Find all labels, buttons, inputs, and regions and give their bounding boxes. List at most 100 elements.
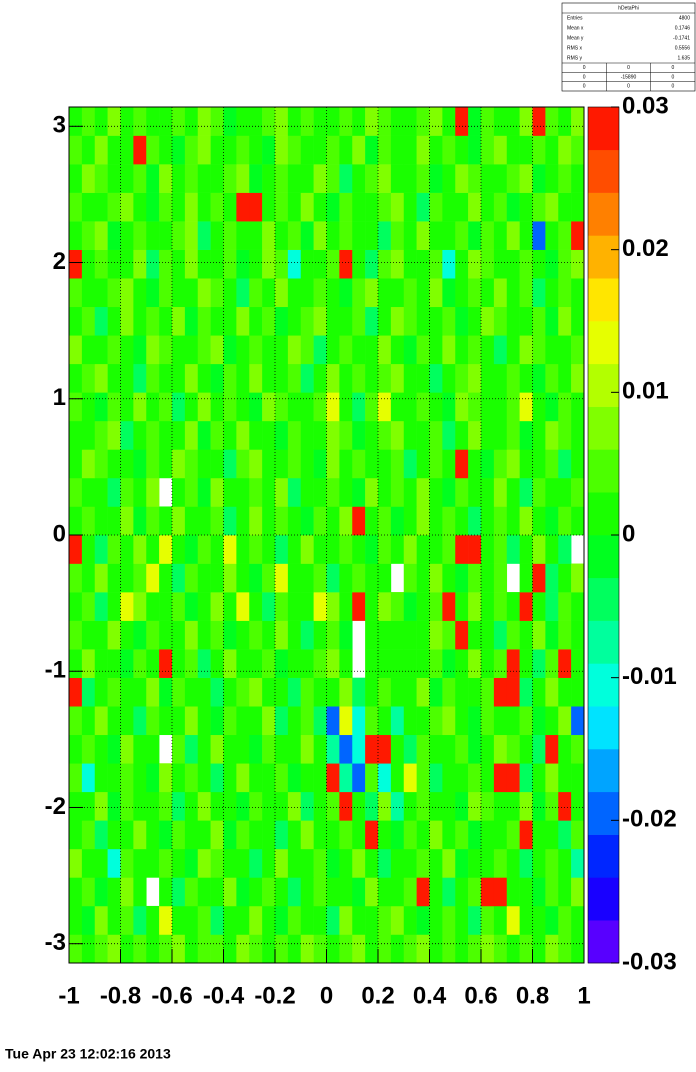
cell xyxy=(468,848,482,878)
cell xyxy=(545,620,559,650)
x-tick-label: -0.4 xyxy=(203,982,245,1009)
cell xyxy=(519,677,533,707)
cell xyxy=(429,107,443,136)
cell xyxy=(197,363,211,393)
cell xyxy=(210,706,224,736)
cell xyxy=(493,677,508,707)
cell xyxy=(481,848,495,878)
cell xyxy=(481,363,495,393)
cell xyxy=(236,221,250,250)
cell xyxy=(184,763,199,793)
cell xyxy=(506,278,520,308)
cell xyxy=(133,563,147,593)
cell xyxy=(223,820,237,850)
cell xyxy=(326,649,340,678)
cell xyxy=(403,221,417,250)
cell xyxy=(493,135,508,165)
cell xyxy=(146,192,160,222)
x-tick-label: 0.2 xyxy=(361,982,394,1009)
cell xyxy=(94,192,108,222)
cell xyxy=(120,192,134,222)
cell xyxy=(69,335,83,365)
cell xyxy=(416,420,430,450)
cell xyxy=(287,677,302,707)
cell xyxy=(300,249,314,279)
cell xyxy=(262,221,276,250)
cell xyxy=(326,905,340,935)
cell xyxy=(172,734,186,764)
cell xyxy=(133,706,147,736)
cell xyxy=(69,306,83,336)
cell xyxy=(94,420,108,450)
cell xyxy=(455,592,469,621)
cell xyxy=(506,535,520,564)
z-tick-label: 0.03 xyxy=(622,92,669,119)
cell xyxy=(390,249,405,279)
cell xyxy=(352,420,366,450)
colorbar-band xyxy=(588,107,619,151)
y-tick-label: -3 xyxy=(45,929,66,956)
cell xyxy=(326,449,340,479)
cell xyxy=(313,592,327,621)
cell xyxy=(365,164,379,193)
cell xyxy=(378,135,392,165)
cell xyxy=(300,363,314,393)
cell xyxy=(339,649,353,678)
cell xyxy=(172,107,186,136)
x-tick-label: 0.6 xyxy=(464,982,497,1009)
cell xyxy=(133,934,147,964)
cell xyxy=(532,763,546,793)
cell xyxy=(249,164,263,193)
cell xyxy=(223,164,237,193)
cell xyxy=(339,934,353,964)
cell xyxy=(339,706,353,736)
colorbar-band xyxy=(588,663,619,707)
cell xyxy=(313,649,327,678)
cell xyxy=(81,677,96,707)
cell xyxy=(442,592,456,621)
cell xyxy=(468,763,482,793)
cell xyxy=(571,848,585,878)
cell xyxy=(120,877,134,907)
cell xyxy=(210,905,224,935)
cell xyxy=(69,820,83,850)
z-tick-label: 0.02 xyxy=(622,235,669,262)
cell xyxy=(481,763,495,793)
cell xyxy=(493,449,508,479)
cell xyxy=(313,848,327,878)
cell xyxy=(326,192,340,222)
cell xyxy=(339,620,353,650)
cell xyxy=(287,877,302,907)
cell xyxy=(210,221,224,250)
cell xyxy=(481,592,495,621)
cell xyxy=(184,535,199,564)
cell xyxy=(210,420,224,450)
cell xyxy=(94,363,108,393)
cell xyxy=(352,363,366,393)
cell xyxy=(69,192,83,222)
cell xyxy=(390,706,405,736)
cell xyxy=(506,506,520,536)
cell xyxy=(210,820,224,850)
cell xyxy=(378,420,392,450)
cell xyxy=(416,477,430,507)
cell xyxy=(184,392,199,422)
cell xyxy=(300,335,314,365)
cell xyxy=(159,506,173,536)
cell xyxy=(416,763,430,793)
cell xyxy=(506,420,520,450)
cell xyxy=(339,477,353,507)
cell xyxy=(571,649,585,678)
cell xyxy=(352,477,366,507)
cell xyxy=(223,221,237,250)
cell xyxy=(493,249,508,279)
cell xyxy=(429,905,443,935)
cell xyxy=(326,306,340,336)
cell xyxy=(506,306,520,336)
cell xyxy=(455,820,469,850)
cell xyxy=(390,363,405,393)
cell xyxy=(403,677,417,707)
cell xyxy=(571,506,585,536)
cell xyxy=(262,535,276,564)
cell xyxy=(519,107,533,136)
